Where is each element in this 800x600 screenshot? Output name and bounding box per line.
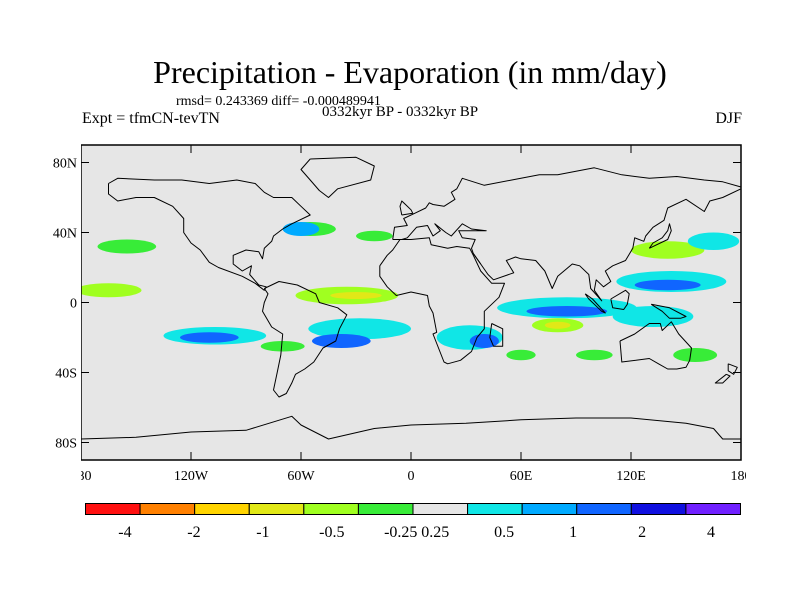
- plot-background: [81, 145, 741, 460]
- colorbar-box-5: [357, 503, 414, 515]
- y-tick-label: 0: [70, 297, 77, 312]
- anomaly-region-14: [544, 321, 571, 329]
- colorbar-label: 1: [569, 524, 577, 541]
- x-tick-label: 60E: [510, 469, 533, 484]
- anomaly-region-19: [356, 230, 393, 242]
- colorbar-box-6: [412, 503, 469, 515]
- coastline-north-america: [108, 177, 311, 291]
- anomaly-region-18: [282, 222, 320, 236]
- colorbar-box-0: [85, 503, 141, 515]
- coastline-borneo: [610, 289, 630, 310]
- x-tick-label: 120E: [616, 469, 646, 484]
- colorbar-box-7: [467, 503, 523, 515]
- season-label: DJF: [715, 110, 742, 127]
- anomaly-region-25: [506, 349, 536, 361]
- anomaly-region-7: [526, 306, 608, 317]
- anomaly-region-10: [612, 306, 694, 327]
- anomaly-region-20: [260, 341, 305, 352]
- coastline-japan: [648, 223, 672, 249]
- colorbar-box-10: [630, 503, 687, 515]
- coastline-eurasia: [392, 167, 742, 302]
- coastline-greenland: [300, 156, 375, 198]
- colorbar-box-9: [576, 503, 632, 515]
- colorbar-box-8: [521, 503, 578, 515]
- coastline-new-guinea: [650, 303, 687, 319]
- anomaly-region-2: [308, 318, 411, 340]
- coastline-south-america: [262, 281, 348, 398]
- y-tick-label: 80S: [55, 437, 77, 452]
- coastline-madagascar: [489, 323, 504, 347]
- x-tick-label: 120W: [174, 469, 209, 484]
- anomaly-region-3: [312, 334, 371, 348]
- coastline-new-zealand-s: [714, 373, 731, 384]
- anomaly-region-24: [576, 349, 613, 361]
- colorbar-box-11: [685, 503, 742, 515]
- coastline-africa: [379, 237, 505, 365]
- coastline-new-zealand-n: [727, 363, 738, 375]
- x-tick-label: 180: [81, 469, 92, 484]
- colorbar-label: 4: [707, 524, 715, 541]
- rmsd-diff-text: rmsd= 0.243369 diff= -0.000489941: [176, 94, 381, 109]
- y-tick-label: 80N: [53, 157, 77, 172]
- anomaly-region-1: [180, 332, 239, 343]
- colorbar-label: -2: [187, 524, 200, 541]
- chart-title: Precipitation - Evaporation (in mm/day): [153, 54, 667, 90]
- colorbar-box-2: [194, 503, 250, 515]
- anomaly-region-12: [330, 292, 382, 299]
- anomaly-region-9: [634, 279, 701, 291]
- y-tick-label: 40N: [53, 227, 77, 242]
- coastline-sumatra: [584, 293, 606, 314]
- anomaly-region-16: [97, 239, 157, 254]
- colorbar-label: 0.5: [494, 524, 514, 541]
- y-axis-labels: 80N 40N 0 40S 80S: [53, 157, 77, 452]
- colorbar-label: 0.25: [421, 524, 449, 541]
- colorbar-box-1: [139, 503, 196, 515]
- colorbar-label: -0.25: [384, 524, 417, 541]
- colorbar-label: -0.5: [319, 524, 344, 541]
- period-text: 0332kyr BP - 0332kyr BP: [322, 104, 479, 120]
- colorbar-label: -4: [118, 524, 131, 541]
- colorbar-label: 2: [638, 524, 646, 541]
- x-tick-label: 0: [408, 469, 415, 484]
- coastline-arabia-mediterranean-close: [472, 253, 482, 265]
- coastline-britain: [399, 200, 414, 216]
- anomaly-region-21: [631, 241, 705, 259]
- x-tick-label: 180: [731, 469, 747, 484]
- world-map-plot: 180 120W 60W 0 60E 120E 180: [81, 144, 747, 484]
- experiment-label: Expt = tfmCN-tevTN: [82, 110, 220, 127]
- coastline-australia: [619, 321, 692, 370]
- colorbar-box-4: [303, 503, 359, 515]
- colorbar: -4 -2 -1 -0.5 -0.25 0.25 0.5 1 2 4: [85, 503, 742, 541]
- colorbar-box-3: [248, 503, 305, 515]
- anomaly-region-15: [81, 283, 142, 298]
- x-tick-label: 60W: [287, 469, 315, 484]
- colorbar-label: -1: [256, 524, 269, 541]
- y-tick-label: 40S: [55, 367, 77, 382]
- anomaly-region-23: [673, 348, 718, 362]
- anomaly-region-22: [687, 232, 740, 250]
- coastline-antarctica: [81, 415, 741, 440]
